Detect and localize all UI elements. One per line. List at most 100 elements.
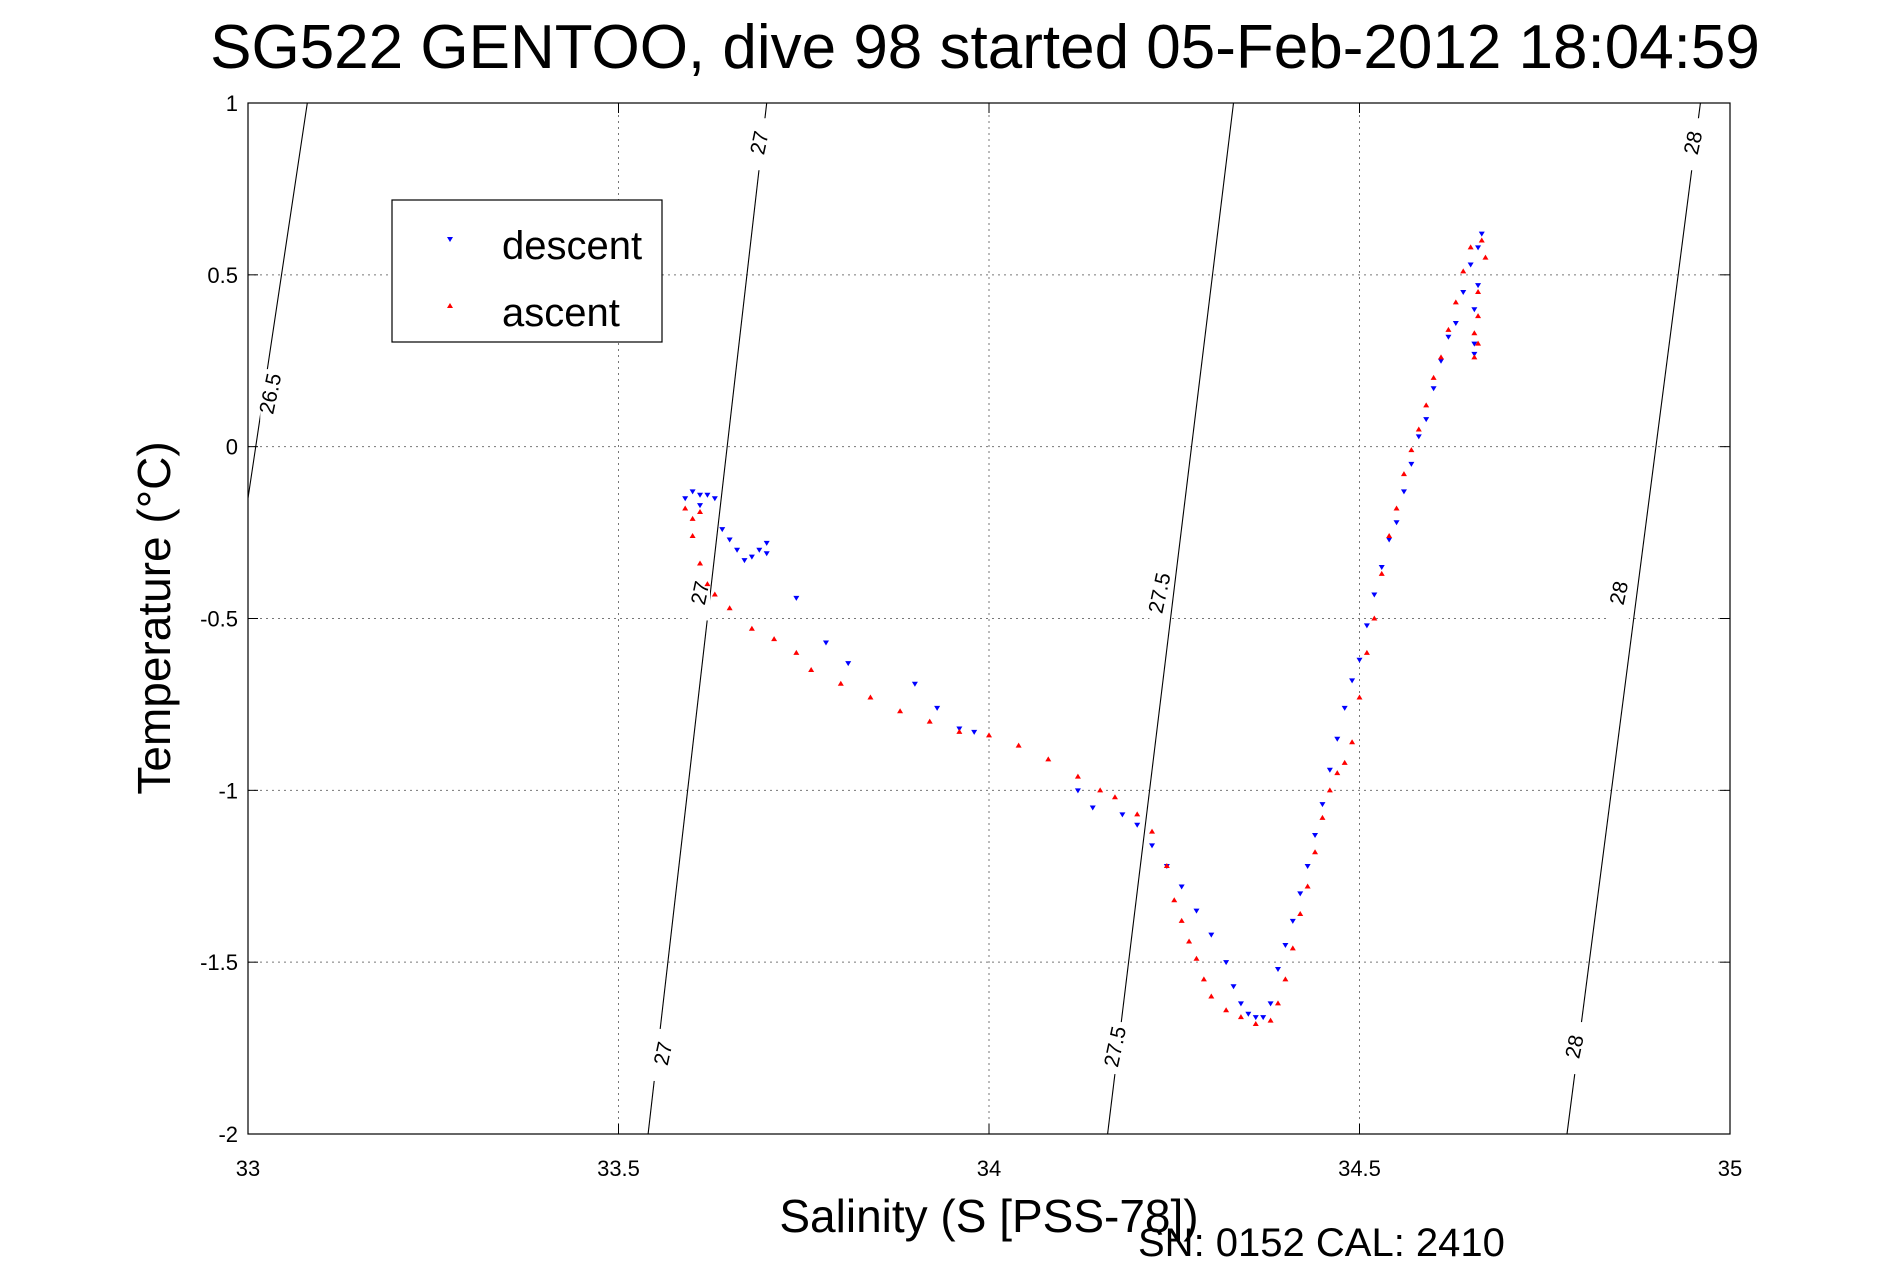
data-points xyxy=(682,231,1489,1027)
descent-point xyxy=(1297,891,1304,897)
ascent-point xyxy=(1171,897,1178,903)
descent-point xyxy=(1471,307,1478,313)
descent-point xyxy=(1475,283,1482,289)
ascent-point xyxy=(1223,1007,1230,1013)
descent-point xyxy=(1178,884,1185,890)
y-axis-label: Temperature (°C) xyxy=(128,441,180,794)
ascent-point xyxy=(1341,759,1348,765)
descent-point xyxy=(756,547,763,553)
ascent-point xyxy=(1163,862,1170,868)
contour-label: 26.5 xyxy=(255,371,286,416)
descent-point xyxy=(1237,1001,1244,1007)
ascent-point xyxy=(748,625,755,631)
descent-point xyxy=(1471,341,1478,347)
ascent-point xyxy=(1460,268,1467,274)
ascent-point xyxy=(689,533,696,539)
ascent-point xyxy=(682,505,689,511)
descent-point xyxy=(1452,320,1459,326)
descent-point xyxy=(682,496,689,502)
contour-label: 27 xyxy=(746,129,773,157)
y-tick-label: -2 xyxy=(218,1122,238,1147)
descent-point xyxy=(1252,1015,1259,1021)
ascent-point xyxy=(704,581,711,587)
ascent-point xyxy=(867,694,874,700)
descent-point xyxy=(1245,1011,1252,1017)
ascent-point xyxy=(956,728,963,734)
ascent-point xyxy=(1326,787,1333,793)
descent-point xyxy=(1393,520,1400,526)
ascent-point xyxy=(1097,787,1104,793)
ascent-point xyxy=(1015,742,1022,748)
descent-point xyxy=(1475,245,1482,251)
descent-point xyxy=(845,661,852,667)
contour-label-bg xyxy=(749,118,770,171)
ascent-point xyxy=(897,708,904,714)
descent-point xyxy=(1349,678,1356,684)
descent-point xyxy=(1149,843,1156,849)
ascent-point xyxy=(1371,615,1378,621)
descent-point xyxy=(1319,802,1326,808)
descent-point xyxy=(1341,705,1348,711)
ascent-point xyxy=(1478,237,1485,243)
descent-point xyxy=(704,492,711,498)
ascent-point xyxy=(1297,911,1304,917)
legend-marker-descent xyxy=(447,237,453,242)
contour-label: 27 xyxy=(650,1040,677,1068)
x-tick-label: 33 xyxy=(236,1156,260,1181)
ascent-point xyxy=(1045,756,1052,762)
y-tick-label: -0.5 xyxy=(200,607,238,632)
descent-point xyxy=(1134,822,1141,828)
descent-point xyxy=(1282,942,1289,948)
ascent-point xyxy=(1386,533,1393,539)
descent-point xyxy=(1378,564,1385,570)
descent-point xyxy=(1356,657,1363,663)
descent-point xyxy=(741,558,748,564)
legend-marker-ascent xyxy=(447,303,453,308)
contour-label-bg xyxy=(260,369,281,422)
ascent-point xyxy=(1475,340,1482,346)
density-contour-27.5 xyxy=(1107,103,1235,1134)
descent-point xyxy=(1304,863,1311,869)
descent-point xyxy=(934,705,941,711)
ascent-point xyxy=(771,636,778,642)
contour-label: 28 xyxy=(1680,129,1707,157)
ascent-point xyxy=(1430,374,1437,380)
legend-label-descent: descent xyxy=(502,224,642,268)
descent-point xyxy=(1208,932,1215,938)
descent-point xyxy=(1415,434,1422,440)
y-tick-label: -1 xyxy=(218,778,238,803)
descent-point xyxy=(1445,334,1452,340)
descent-point xyxy=(1467,262,1474,268)
series-descent xyxy=(682,231,1485,1021)
descent-point xyxy=(1312,833,1319,839)
ascent-point xyxy=(986,732,992,738)
descent-point xyxy=(697,503,704,509)
descent-point xyxy=(911,681,918,687)
ascent-point xyxy=(1074,773,1081,779)
ascent-point xyxy=(1208,993,1215,999)
contour-label: 28 xyxy=(1561,1033,1588,1061)
contour-label-bg xyxy=(1608,568,1629,621)
ascent-point xyxy=(1400,471,1407,477)
x-tick-label: 34.5 xyxy=(1338,1156,1381,1181)
ascent-point xyxy=(1193,955,1200,961)
y-tick-label: -1.5 xyxy=(200,950,238,975)
x-tick-label: 34 xyxy=(977,1156,1001,1181)
chart-title: SG522 GENTOO, dive 98 started 05-Feb-201… xyxy=(210,13,1760,82)
descent-point xyxy=(1438,358,1445,364)
descent-point xyxy=(971,729,978,735)
descent-point xyxy=(734,547,741,553)
series-ascent xyxy=(682,237,1489,1027)
descent-point xyxy=(1267,1001,1274,1007)
ascent-point xyxy=(1134,811,1141,817)
ascent-point xyxy=(1237,1014,1244,1020)
ascent-point xyxy=(1471,354,1478,360)
descent-point xyxy=(822,640,829,646)
ascent-point xyxy=(1378,570,1385,576)
descent-point xyxy=(793,595,800,601)
legend-label-ascent: ascent xyxy=(502,291,620,335)
ascent-point xyxy=(697,508,704,514)
contour-label-bg xyxy=(1564,1022,1585,1075)
ascent-point xyxy=(1319,814,1326,820)
